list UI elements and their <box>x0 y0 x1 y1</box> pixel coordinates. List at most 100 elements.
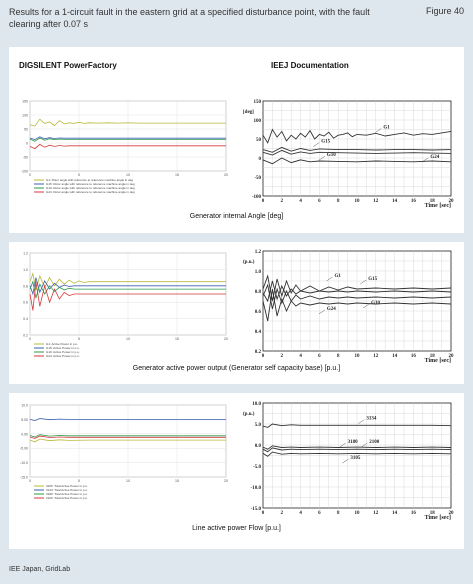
y-tick-label: 0.2 <box>23 334 28 338</box>
column-heading-right: IEEJ Documentation <box>271 61 349 70</box>
x-axis-label: Time [sec] <box>425 203 451 209</box>
y-tick-label: 5.00 <box>21 418 28 422</box>
caption-flow: Line active power Flow [p.u.] <box>192 525 281 532</box>
series-line-1 <box>29 438 226 443</box>
series-label: G10 <box>371 301 380 306</box>
y-tick-label: 0.0 <box>255 444 262 449</box>
series-leader <box>313 142 320 147</box>
x-tick-label: 10 <box>355 199 361 204</box>
legend-entry: G10: Rotor angle with reference to refer… <box>46 186 135 190</box>
x-tick-label: 15 <box>175 479 179 483</box>
series-line-3 <box>29 434 226 438</box>
series-line-1 <box>29 118 226 127</box>
y-tick-label: 1.0 <box>23 268 28 272</box>
x-tick-label: 15 <box>175 173 179 177</box>
caption-power: Generator active power output (Generator… <box>132 365 341 372</box>
x-tick-label: 5 <box>78 173 80 177</box>
x-tick-label: 10 <box>126 337 130 341</box>
figure-number: Figure 40 <box>425 6 464 16</box>
x-tick-label: 20 <box>449 199 455 204</box>
series-label: G15 <box>368 277 377 282</box>
x-tick-label: 20 <box>449 354 455 359</box>
x-tick-label: 0 <box>29 173 31 177</box>
y-tick-label: 0 <box>259 157 262 162</box>
x-tick-label: 5 <box>78 337 80 341</box>
y-unit-label: (p.u.) <box>243 260 255 265</box>
series-line-4 <box>262 451 452 457</box>
page-header: Results for a 1-circuit fault in the eas… <box>0 0 473 40</box>
x-tick-label: 0 <box>29 479 31 483</box>
y-tick-label: 5.0 <box>255 423 262 428</box>
series-line-1 <box>262 423 452 428</box>
x-tick-label: 20 <box>224 173 228 177</box>
x-tick-label: 12 <box>373 511 379 516</box>
y-tick-label: 0.8 <box>23 284 28 288</box>
x-tick-label: 18 <box>430 354 436 359</box>
series-line-1 <box>262 274 452 302</box>
x-tick-label: 8 <box>337 199 340 204</box>
x-tick-label: 20 <box>449 511 455 516</box>
x-tick-label: 5 <box>78 479 80 483</box>
legend-entry: G10: Active Power in p.u. <box>46 350 80 354</box>
y-tick-label: 1.2 <box>23 252 28 256</box>
x-tick-label: 2 <box>281 354 284 359</box>
y-tick-label: -10.0 <box>20 461 28 465</box>
y-tick-label: 1.2 <box>255 250 262 255</box>
y-tick-label: -100 <box>252 195 262 200</box>
series-line-2 <box>29 136 226 141</box>
column-heading-left: DIGSILENT PowerFactory <box>19 61 117 70</box>
series-label: 3134 <box>366 417 377 422</box>
y-tick-label: 0 <box>26 142 28 146</box>
series-label: G24 <box>430 155 439 160</box>
x-tick-label: 0 <box>262 511 265 516</box>
legend-entry: G1: Rotor angle with reference to refere… <box>46 178 133 182</box>
x-tick-label: 16 <box>411 511 417 516</box>
legend-entry: G1: Active Power in p.u. <box>46 342 78 346</box>
x-tick-label: 0 <box>262 354 265 359</box>
y-tick-label: 100 <box>254 119 262 124</box>
x-tick-label: 14 <box>392 511 398 516</box>
y-tick-label: 0.2 <box>255 350 262 355</box>
y-tick-label: -50 <box>23 156 28 160</box>
legend-entry: 3180: Total Active Power in p.u. <box>46 492 88 496</box>
series-line-2 <box>29 277 226 296</box>
series-line-2 <box>29 418 226 422</box>
y-tick-label: 150 <box>22 100 28 104</box>
x-tick-label: 2 <box>281 199 284 204</box>
x-tick-label: 16 <box>411 354 417 359</box>
x-tick-label: 15 <box>175 337 179 341</box>
series-line-3 <box>262 149 452 156</box>
x-tick-label: 20 <box>224 479 228 483</box>
legend-entry: G24: Active Power in p.u. <box>46 354 80 358</box>
x-tick-label: 14 <box>392 199 398 204</box>
figure-panel: DIGSILENT PowerFactory IEEJ Documentatio… <box>9 47 464 549</box>
caption-angle: Generator internal Angle [deg] <box>189 213 284 220</box>
y-tick-label: 150 <box>254 100 262 105</box>
y-tick-label: 0.4 <box>255 330 262 335</box>
series-leader <box>422 157 429 162</box>
section-divider <box>9 384 464 393</box>
series-line-1 <box>29 271 226 291</box>
series-label: G24 <box>327 307 336 312</box>
y-tick-label: 0.6 <box>23 301 28 305</box>
figure-title: Results for a 1-circuit fault in the eas… <box>9 7 370 29</box>
series-leader <box>361 442 368 448</box>
y-tick-label: 0.4 <box>23 317 28 321</box>
legend-entry: G24: Rotor angle with reference to refer… <box>46 190 135 194</box>
series-leader <box>360 279 367 285</box>
ieej-flow-chart: 10.0 5.0 0.0 -5.0 -10.0 -15.00 2 4 6 8 10 12 14 16 18 2… <box>243 402 455 521</box>
legend-entry: 3105: Total Active Power in p.u. <box>46 484 88 488</box>
series-line-2 <box>262 445 452 450</box>
x-tick-label: 2 <box>281 511 284 516</box>
series-label: G1 <box>383 126 390 131</box>
y-tick-label: 50 <box>24 128 28 132</box>
x-tick-label: 6 <box>318 511 321 516</box>
x-tick-label: 20 <box>224 337 228 341</box>
x-tick-label: 12 <box>373 354 379 359</box>
x-tick-label: 10 <box>126 173 130 177</box>
series-line-4 <box>29 143 226 150</box>
y-tick-label: 100 <box>22 114 28 118</box>
series-line-4 <box>29 281 226 311</box>
pf-power-chart: 1.2 1.0 0.8 0.6 0.4 0.20 5 10 15 20 G1: Active Pow… <box>23 252 228 359</box>
